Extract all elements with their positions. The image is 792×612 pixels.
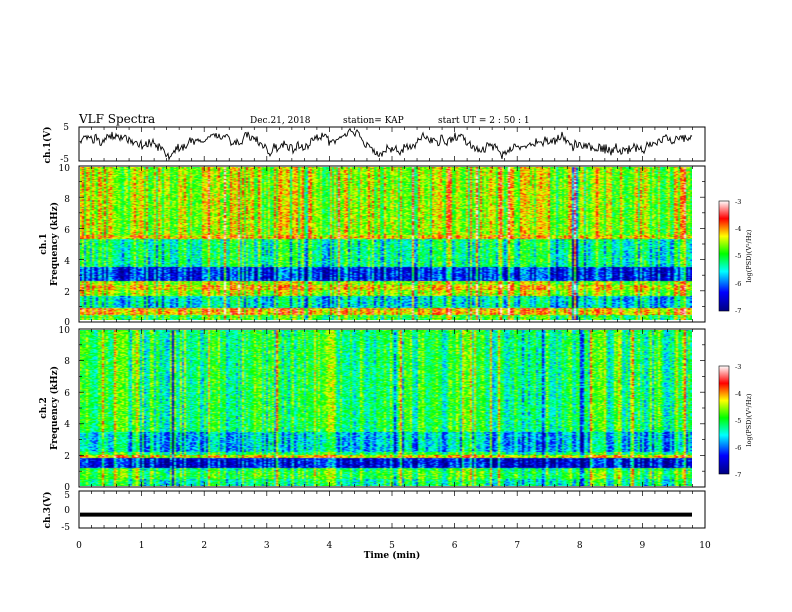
xtick-2: 2: [201, 541, 207, 551]
ch2-spec-ytick-4: 4: [64, 420, 70, 430]
xtick-5: 5: [389, 541, 395, 551]
figure-station: station= KAP: [343, 116, 404, 126]
xtick-8: 8: [577, 541, 583, 551]
ch2-colorbar: -3 -4 -5 -6 -7 log(PSD)(V²/Hz): [718, 363, 753, 479]
ch1-colorbar-gradient: [718, 200, 730, 312]
ch1-cb-tick-m6: -6: [735, 280, 741, 288]
ch2-cb-tick-m6: -6: [735, 444, 741, 452]
xtick-4: 4: [327, 541, 333, 551]
ch3-ytick-top: 5: [64, 491, 70, 501]
ch1-waveform-frame: [78, 126, 706, 162]
ch1-spec-ytick-6: 6: [64, 226, 70, 236]
ch2-cb-tick-m5: -5: [735, 417, 741, 425]
figure-title: VLF Spectra: [78, 112, 155, 126]
ch2-colorbar-label: log(PSD)(V²/Hz): [745, 393, 753, 446]
ch1-waveform-ylabel: ch.1(V): [42, 127, 53, 164]
xtick-1: 1: [139, 541, 145, 551]
ch2-spec-yticks: 0 2 4 6 8 10: [59, 326, 71, 493]
xtick-3: 3: [264, 541, 270, 551]
ch1-waveform-line: [79, 127, 693, 161]
ch2-colorbar-gradient: [718, 365, 730, 475]
ch3-waveform-frame: [78, 490, 706, 529]
x-tick-labels: 0 1 2 3 4 5 6 7 8 9 10: [76, 541, 711, 551]
ch1-spectrogram-image: [80, 167, 692, 320]
ch2-spec-ytick-6: 6: [64, 389, 70, 399]
ch1-spec-ytick-4: 4: [64, 257, 70, 267]
ch1-colorbar: -3 -4 -5 -6 -7 log(PSD)(V²/Hz): [718, 198, 753, 315]
ch1-cb-tick-m3: -3: [735, 198, 741, 206]
ch3-waveform-ylabel: ch.3(V): [42, 492, 53, 529]
figure-start-time: start UT = 2 : 50 : 1: [438, 116, 530, 126]
ch2-cb-tick-m3: -3: [735, 363, 741, 371]
xtick-0: 0: [76, 541, 82, 551]
xtick-6: 6: [452, 541, 458, 551]
ch2-spec-ytick-0: 0: [64, 483, 70, 493]
ch1-ytick-top: 5: [63, 123, 69, 133]
ch3-ytick-bottom: -5: [61, 523, 70, 533]
ch2-spec-ylabel-frequency: Frequency (kHz): [49, 366, 60, 450]
ch1-colorbar-label: log(PSD)(V²/Hz): [745, 229, 753, 282]
ch2-spec-ytick-8: 8: [64, 357, 70, 367]
ch1-spec-ytick-8: 8: [64, 195, 70, 205]
xtick-9: 9: [640, 541, 646, 551]
ch1-spec-ytick-0: 0: [64, 318, 70, 328]
figure-date: Dec.21, 2018: [250, 116, 311, 126]
ch2-spectrogram-image: [80, 330, 692, 486]
ch3-ytick-zero: 0: [64, 506, 70, 516]
axis-ticks: [78, 127, 706, 528]
ch1-spec-ylabel-frequency: Frequency (kHz): [49, 202, 60, 286]
ch1-cb-tick-m4: -4: [735, 225, 741, 233]
ch2-cb-tick-m4: -4: [735, 390, 741, 398]
ch2-spec-ytick-2: 2: [64, 452, 70, 462]
ch2-spec-ylabel-channel: ch.2: [39, 397, 49, 418]
ch1-cb-tick-m5: -5: [735, 252, 741, 260]
xtick-7: 7: [514, 541, 520, 551]
ch1-spec-yticks: 0 2 4 6 8 10: [59, 164, 71, 328]
ch1-spec-ylabel-channel: ch.1: [39, 233, 49, 254]
x-axis-label: Time (min): [364, 550, 421, 561]
ch2-spec-ytick-10: 10: [59, 326, 71, 336]
xtick-10: 10: [699, 541, 711, 551]
ch1-spec-ytick-2: 2: [64, 288, 70, 298]
ch2-cb-tick-m7: -7: [735, 471, 741, 479]
ch1-ytick-bottom: -5: [60, 155, 69, 165]
ch1-spec-ytick-10: 10: [59, 164, 71, 174]
ch1-cb-tick-m7: -7: [735, 307, 741, 315]
